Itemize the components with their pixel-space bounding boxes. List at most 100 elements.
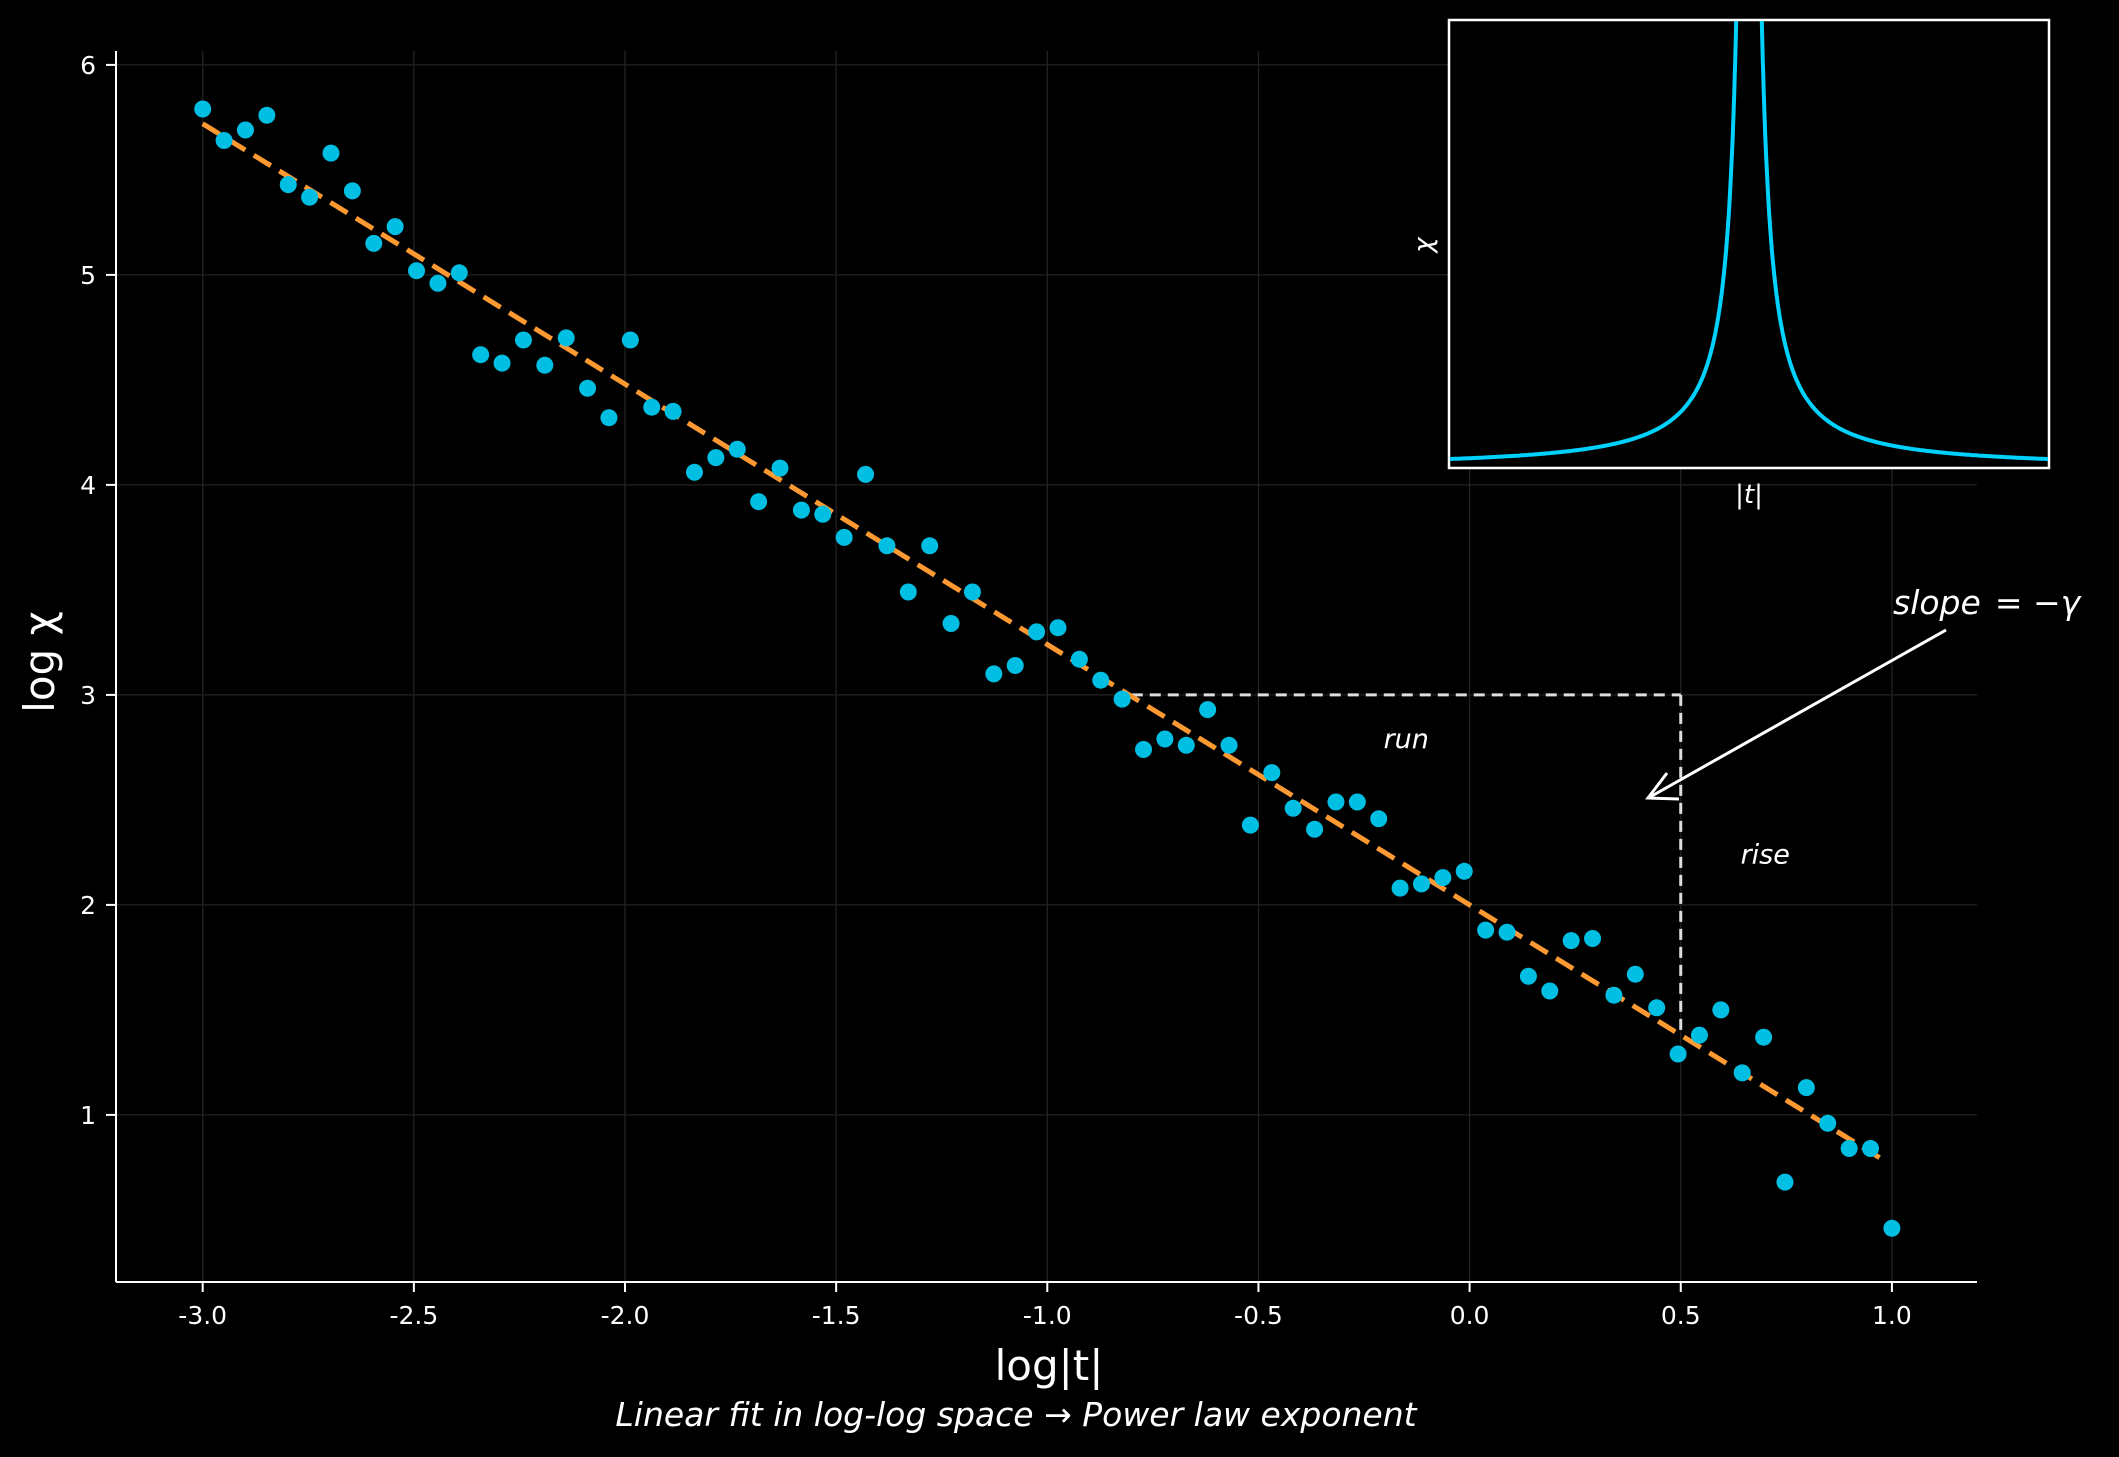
data-point — [707, 449, 725, 467]
data-point — [1755, 1028, 1773, 1046]
y-axis-label: log χ — [15, 611, 64, 713]
x-ticks: -3.0 -2.5 -2.0 -1.5 -1.0 -0.5 0.0 0.5 1.0 — [178, 1282, 1912, 1330]
data-point — [236, 121, 254, 139]
x-tick-label: -3.0 — [178, 1301, 227, 1330]
data-point — [322, 144, 340, 162]
x-axis-label: log|t| — [995, 1341, 1104, 1390]
data-point — [942, 615, 960, 632]
x-tick-label: -2.5 — [389, 1301, 438, 1330]
data-point — [1605, 986, 1623, 1004]
data-point — [814, 505, 832, 523]
data-point — [1327, 793, 1345, 811]
data-point — [1712, 1001, 1730, 1019]
data-point — [1733, 1064, 1751, 1082]
data-point — [194, 100, 212, 118]
data-point — [985, 665, 1003, 683]
data-point — [386, 218, 404, 236]
data-point — [1434, 869, 1452, 887]
data-point — [728, 440, 746, 458]
y-tick-label: 2 — [80, 891, 96, 920]
y-tick-label: 1 — [80, 1101, 96, 1130]
rise-label: rise — [1741, 840, 1790, 871]
x-tick-label: -2.0 — [601, 1301, 650, 1330]
data-point — [963, 583, 981, 601]
data-point — [215, 132, 233, 149]
data-point — [429, 274, 447, 292]
inset-frame — [1447, 18, 2051, 470]
data-point — [1092, 671, 1110, 689]
data-point — [1541, 982, 1559, 1000]
x-tick-label: 1.0 — [1872, 1301, 1912, 1330]
slope-label: slope = −γ — [1893, 583, 2082, 622]
data-point — [1306, 820, 1324, 838]
data-point — [1883, 1219, 1901, 1237]
data-point — [279, 176, 297, 194]
data-point — [514, 331, 532, 349]
scatter-points — [194, 100, 1901, 1237]
slope-annotation: slope = −γ — [1645, 583, 2082, 801]
data-point — [1690, 1026, 1708, 1044]
data-point — [1648, 999, 1666, 1017]
data-point — [1370, 810, 1388, 828]
data-point — [1477, 921, 1495, 939]
run-rise-lines — [1131, 693, 1683, 1036]
data-point — [1562, 932, 1580, 950]
data-point — [557, 329, 575, 347]
data-point — [1028, 623, 1046, 641]
data-point — [1177, 736, 1195, 754]
data-point — [1049, 619, 1067, 637]
data-point — [750, 493, 768, 511]
data-point — [1797, 1079, 1815, 1097]
x-tick-label: -1.0 — [1023, 1301, 1072, 1330]
data-point — [1348, 793, 1366, 811]
data-point — [536, 356, 554, 374]
data-point — [1220, 736, 1238, 754]
inset-x-label: |t| — [1735, 480, 1763, 510]
data-point — [472, 346, 490, 364]
data-point — [1412, 875, 1430, 893]
data-point — [1199, 701, 1217, 719]
run-label: run — [1384, 724, 1429, 755]
data-point — [1840, 1140, 1858, 1157]
data-point — [1584, 930, 1602, 947]
data-point — [835, 528, 853, 546]
y-tick-label: 6 — [80, 51, 96, 80]
data-point — [1498, 923, 1516, 941]
data-point — [621, 331, 639, 349]
y-ticks: 1 2 3 4 5 6 — [80, 51, 116, 1130]
y-tick-label: 4 — [80, 471, 96, 500]
data-point — [1626, 965, 1644, 983]
data-point — [1006, 657, 1024, 674]
data-point — [792, 501, 810, 519]
data-point — [301, 188, 319, 206]
slope-arrow — [1649, 628, 1947, 799]
data-point — [1263, 764, 1281, 782]
inset-curve — [1450, 21, 2048, 461]
data-point — [1113, 690, 1131, 708]
data-point — [1070, 650, 1088, 668]
data-point — [643, 398, 661, 416]
data-point — [1776, 1173, 1794, 1191]
x-tick-label: 0.5 — [1661, 1301, 1701, 1330]
data-point — [857, 465, 875, 483]
data-point — [1156, 730, 1174, 748]
x-tick-label: 0.0 — [1450, 1301, 1490, 1330]
data-point — [664, 402, 682, 420]
inset-plot: |t| χ — [1409, 18, 2051, 510]
data-point — [1669, 1045, 1687, 1063]
data-point — [1391, 879, 1409, 897]
y-tick-label: 3 — [80, 681, 96, 710]
data-point — [1135, 741, 1153, 758]
data-point — [343, 182, 361, 200]
data-point — [258, 106, 276, 124]
data-point — [493, 354, 511, 372]
data-point — [899, 583, 917, 601]
data-point — [450, 264, 468, 282]
data-point — [1241, 816, 1259, 834]
x-tick-label: -0.5 — [1234, 1301, 1283, 1330]
data-point — [1519, 967, 1537, 985]
caption: Linear fit in log-log space → Power law … — [615, 1395, 1417, 1434]
data-point — [1284, 799, 1302, 817]
data-point — [1819, 1114, 1837, 1132]
